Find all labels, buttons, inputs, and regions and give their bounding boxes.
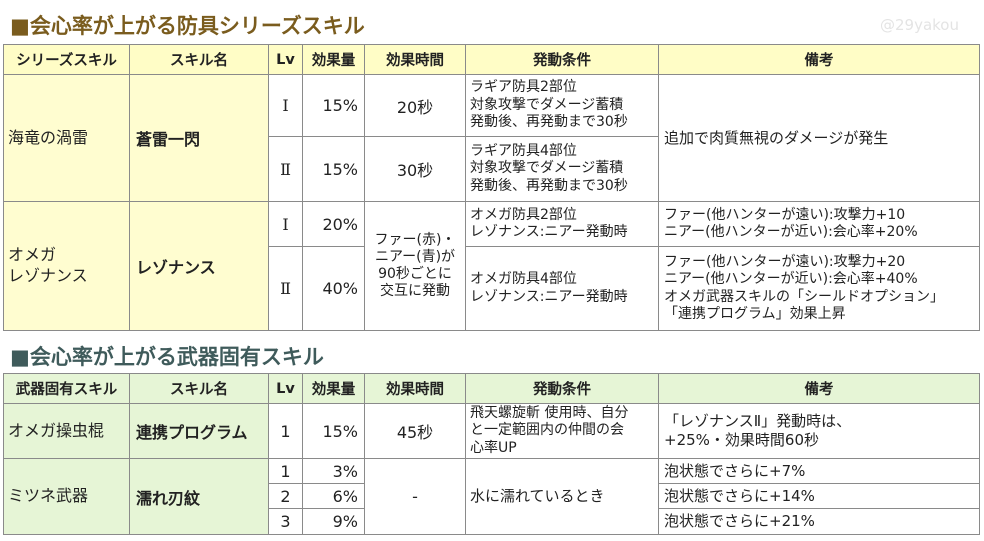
- table-row: Ⅱ 15% 30秒 ラギア防具4部位 対象攻撃でダメージ蓄積 発動後、再発動まで…: [4, 136, 980, 202]
- series-name: 海竜の渦雷: [3, 74, 130, 202]
- effect-duration: 20秒: [364, 74, 466, 137]
- skill-name: レゾナンス: [129, 201, 269, 331]
- header-series-skill: シリーズスキル: [3, 44, 130, 75]
- header-duration: 効果時間: [364, 44, 466, 75]
- effect-duration: -: [364, 458, 466, 535]
- remark: 泡状態でさらに+7%: [658, 458, 980, 484]
- level: Ⅱ: [268, 246, 303, 331]
- header-lv: Lv: [268, 44, 303, 75]
- effect-duration: 45秒: [364, 403, 466, 459]
- skill-name: 蒼雷一閃: [129, 74, 269, 202]
- table-row: 2 6% 泡状態でさらに+14%: [4, 483, 980, 509]
- remark: 追加で肉質無視のダメージが発生: [658, 74, 980, 202]
- table-row: 3 9% 泡状態でさらに+21%: [4, 508, 980, 535]
- activation-condition: ラギア防具4部位 対象攻撃でダメージ蓄積 発動後、再発動まで30秒: [465, 136, 659, 202]
- header-condition: 発動条件: [465, 44, 659, 75]
- header-skill-name: スキル名: [129, 373, 269, 404]
- activation-condition: オメガ防具2部位 レゾナンス:ニアー発動時: [465, 201, 659, 247]
- effect-duration: 30秒: [364, 136, 466, 202]
- table-row: オメガ レゾナンス レゾナンス Ⅰ 20% ファー(赤)・ ニアー(青)が 90…: [3, 201, 980, 331]
- level: Ⅰ: [268, 201, 303, 247]
- level: Ⅰ: [268, 74, 303, 137]
- table-header-row: 武器固有スキル スキル名 Lv 効果量 効果時間 発動条件 備考: [3, 373, 980, 404]
- level: 2: [268, 483, 303, 509]
- activation-condition: 水に濡れているとき: [465, 458, 659, 535]
- header-duration: 効果時間: [364, 373, 466, 404]
- weapon-unique-skill-table: 武器固有スキル スキル名 Lv 効果量 効果時間 発動条件 備考 オメガ操虫棍 …: [3, 373, 980, 535]
- effect-amount: 6%: [302, 483, 365, 509]
- effect-amount: 40%: [302, 246, 365, 331]
- level: 1: [268, 403, 303, 459]
- effect-amount: 9%: [302, 508, 365, 535]
- skill-name: 連携プログラム: [129, 403, 269, 459]
- weapon-section-title: ■会心率が上がる武器固有スキル: [10, 345, 324, 369]
- header-amount: 効果量: [302, 44, 365, 75]
- weapon-name: オメガ操虫棍: [3, 403, 130, 459]
- header-note: 備考: [658, 373, 980, 404]
- remark: 泡状態でさらに+14%: [658, 483, 980, 509]
- remark: 泡状態でさらに+21%: [658, 508, 980, 535]
- level: 1: [268, 458, 303, 484]
- table-row: オメガ操虫棍 連携プログラム 1 15% 45秒 飛天螺旋斬 使用時、自分 と一…: [3, 403, 980, 459]
- activation-condition: ラギア防具2部位 対象攻撃でダメージ蓄積 発動後、再発動まで30秒: [465, 74, 659, 137]
- armor-section-title: ■会心率が上がる防具シリーズスキル: [10, 14, 365, 38]
- effect-amount: 15%: [302, 136, 365, 202]
- activation-condition: オメガ防具4部位 レゾナンス:ニアー発動時: [465, 246, 659, 331]
- effect-amount: 15%: [302, 403, 365, 459]
- effect-amount: 20%: [302, 201, 365, 247]
- watermark: @29yakou: [880, 16, 959, 34]
- skill-name: 濡れ刃紋: [129, 458, 269, 535]
- table-row: ミツネ武器 濡れ刃紋 1 3% - 水に濡れているとき 泡状態でさらに+7%: [3, 458, 980, 535]
- header-condition: 発動条件: [465, 373, 659, 404]
- effect-duration: ファー(赤)・ ニアー(青)が 90秒ごとに 交互に発動: [364, 201, 466, 331]
- table-row: 海竜の渦雷 蒼雷一閃 Ⅰ 15% 20秒 ラギア防具2部位 対象攻撃でダメージ蓄…: [3, 74, 980, 202]
- activation-condition: 飛天螺旋斬 使用時、自分 と一定範囲内の仲間の会 心率UP: [465, 403, 659, 459]
- armor-series-skill-table: シリーズスキル スキル名 Lv 効果量 効果時間 発動条件 備考 海竜の渦雷 蒼…: [3, 44, 980, 331]
- header-skill-name: スキル名: [129, 44, 269, 75]
- header-weapon-skill: 武器固有スキル: [3, 373, 130, 404]
- header-note: 備考: [658, 44, 980, 75]
- effect-amount: 3%: [302, 458, 365, 484]
- remark: ファー(他ハンターが遠い):攻撃力+10 ニアー(他ハンターが近い):会心率+2…: [658, 201, 980, 247]
- weapon-name: ミツネ武器: [3, 458, 130, 535]
- level: Ⅱ: [268, 136, 303, 202]
- series-name: オメガ レゾナンス: [3, 201, 130, 331]
- remark: ファー(他ハンターが遠い):攻撃力+20 ニアー(他ハンターが近い):会心率+4…: [658, 246, 980, 331]
- level: 3: [268, 508, 303, 535]
- table-row: Ⅱ 40% オメガ防具4部位 レゾナンス:ニアー発動時 ファー(他ハンターが遠い…: [4, 246, 980, 331]
- table-header-row: シリーズスキル スキル名 Lv 効果量 効果時間 発動条件 備考: [3, 44, 980, 75]
- header-lv: Lv: [268, 373, 303, 404]
- remark: 「レゾナンスⅡ」発動時は、 +25%・効果時間60秒: [658, 403, 980, 459]
- effect-amount: 15%: [302, 74, 365, 137]
- header-amount: 効果量: [302, 373, 365, 404]
